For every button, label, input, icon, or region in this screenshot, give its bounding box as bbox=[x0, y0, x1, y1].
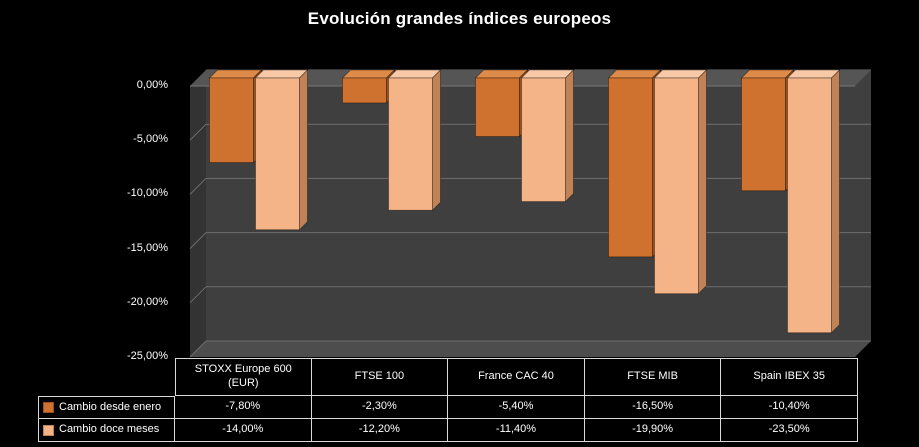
y-tick-label: -10,00% bbox=[127, 187, 168, 200]
table-value: -10,40% bbox=[721, 396, 858, 419]
bar bbox=[255, 77, 300, 231]
bar-segment bbox=[341, 69, 396, 79]
legend-swatch-icon bbox=[43, 402, 54, 413]
legend-row-label: Cambio desde enero bbox=[38, 396, 175, 419]
table-value: -5,40% bbox=[448, 396, 585, 419]
bar-segment bbox=[208, 69, 263, 79]
table-value: -11,40% bbox=[448, 419, 585, 442]
bar-segment bbox=[432, 69, 441, 212]
bar-segment bbox=[254, 69, 309, 79]
table-corner bbox=[38, 358, 175, 396]
legend-swatch-icon bbox=[43, 424, 54, 436]
data-table: STOXX Europe 600 (EUR) FTSE 100 France CAC… bbox=[38, 358, 858, 442]
tick-connector bbox=[189, 286, 207, 304]
y-tick-label: -15,00% bbox=[127, 241, 168, 254]
category-label: France CAC 40 bbox=[448, 358, 585, 396]
bar bbox=[741, 77, 786, 192]
tick-connector bbox=[189, 232, 207, 249]
y-tick-label: -5,00% bbox=[133, 133, 168, 146]
tick-connector bbox=[189, 123, 207, 141]
bar bbox=[342, 77, 387, 104]
category-label: FTSE MIB bbox=[584, 358, 722, 396]
wall-side bbox=[190, 70, 206, 357]
table-value: -2,30% bbox=[311, 396, 449, 419]
y-tick-label: 0,00% bbox=[136, 79, 168, 91]
table-value: -12,20% bbox=[311, 419, 449, 442]
table-value: -14,00% bbox=[175, 419, 312, 442]
bar bbox=[388, 77, 433, 211]
bar-segment bbox=[565, 69, 574, 203]
y-tick-label: -20,00% bbox=[127, 295, 168, 308]
bar bbox=[608, 77, 653, 258]
bar-segment bbox=[698, 69, 707, 295]
chart-title: Evolución grandes índices europeos bbox=[307, 9, 612, 28]
category-label: FTSE 100 bbox=[311, 358, 449, 396]
bar bbox=[787, 77, 832, 334]
bar bbox=[209, 77, 254, 163]
category-label: STOXX Europe 600 (EUR) bbox=[175, 358, 312, 396]
bar-segment bbox=[740, 69, 795, 79]
bar-segment bbox=[831, 69, 840, 334]
bar bbox=[475, 77, 520, 137]
bar-segment bbox=[607, 69, 662, 79]
floor bbox=[190, 341, 871, 357]
category-label: Spain IBEX 35 bbox=[721, 358, 858, 396]
bar-segment bbox=[299, 69, 308, 231]
bar-segment bbox=[786, 69, 841, 79]
legend-row-label: Cambio doce meses bbox=[38, 419, 175, 442]
table-value: -16,50% bbox=[584, 396, 722, 419]
bar-segment bbox=[387, 69, 442, 79]
series-name: Cambio desde enero bbox=[59, 400, 162, 413]
table-value: -7,80% bbox=[175, 396, 312, 419]
bar bbox=[521, 77, 566, 202]
bar-segment bbox=[653, 69, 708, 79]
y-tick-label: -25,00% bbox=[127, 350, 168, 362]
tick-connector bbox=[189, 178, 207, 195]
bar-segment bbox=[474, 69, 529, 79]
table-value: -23,50% bbox=[721, 419, 858, 442]
table-value: -19,90% bbox=[584, 419, 722, 442]
bar bbox=[654, 77, 699, 295]
tick-connector bbox=[189, 340, 207, 358]
bar-segment bbox=[520, 69, 575, 79]
series-name: Cambio doce meses bbox=[59, 423, 160, 436]
